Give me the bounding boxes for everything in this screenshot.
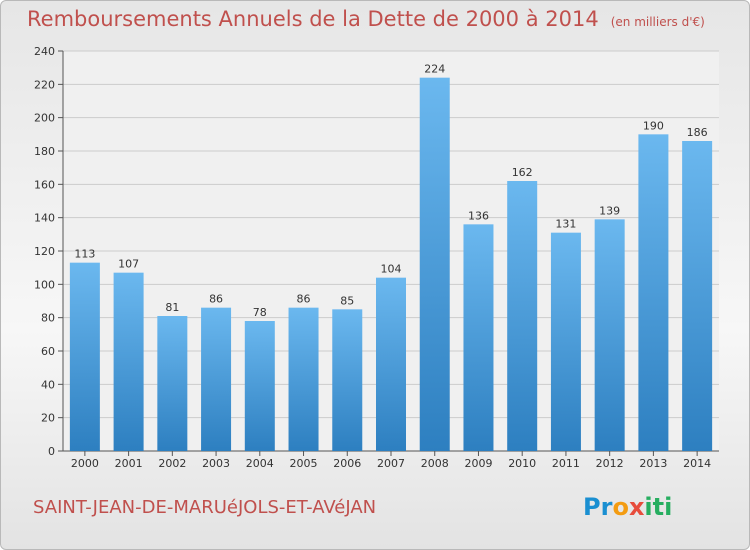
bar-value-label: 131 xyxy=(555,218,576,231)
bar xyxy=(69,262,100,451)
bar xyxy=(244,321,275,451)
x-tick-label: 2005 xyxy=(290,457,318,470)
bar xyxy=(594,219,625,451)
x-tick-label: 2007 xyxy=(377,457,405,470)
bar-value-label: 139 xyxy=(599,204,620,217)
y-tick-label: 60 xyxy=(41,345,55,358)
bar-value-label: 86 xyxy=(297,293,311,306)
x-tick-label: 2011 xyxy=(552,457,580,470)
bar-value-label: 104 xyxy=(381,263,402,276)
y-tick-label: 120 xyxy=(34,245,55,258)
bar-value-label: 186 xyxy=(687,126,708,139)
bar-value-label: 81 xyxy=(165,301,179,314)
x-tick-label: 2010 xyxy=(508,457,536,470)
bar-value-label: 113 xyxy=(74,248,95,261)
bar-value-label: 85 xyxy=(340,294,354,307)
x-tick-label: 2001 xyxy=(115,457,143,470)
chart-title: Remboursements Annuels de la Dette de 20… xyxy=(27,7,705,31)
y-tick-label: 40 xyxy=(41,378,55,391)
x-tick-label: 2002 xyxy=(158,457,186,470)
bar-value-label: 136 xyxy=(468,209,489,222)
bar xyxy=(419,77,450,452)
y-tick-label: 0 xyxy=(48,445,55,458)
y-tick-label: 220 xyxy=(34,78,55,91)
x-tick-label: 2012 xyxy=(596,457,624,470)
bar xyxy=(507,181,538,451)
x-tick-label: 2000 xyxy=(71,457,99,470)
bar-value-label: 86 xyxy=(209,293,223,306)
bar xyxy=(376,277,406,451)
bar-value-label: 224 xyxy=(424,63,445,76)
bar-value-label: 190 xyxy=(643,119,664,132)
bar xyxy=(682,141,713,451)
x-tick-label: 2009 xyxy=(464,457,492,470)
bar xyxy=(550,232,581,451)
y-tick-label: 180 xyxy=(34,145,55,158)
y-tick-label: 100 xyxy=(34,278,55,291)
y-tick-label: 240 xyxy=(34,45,55,58)
x-tick-label: 2008 xyxy=(421,457,449,470)
y-tick-label: 20 xyxy=(41,412,55,425)
y-tick-label: 200 xyxy=(34,112,55,125)
x-tick-label: 2003 xyxy=(202,457,230,470)
bar xyxy=(332,309,363,451)
commune-name: SAINT-JEAN-DE-MARUéJOLS-ET-AVéJAN xyxy=(33,497,377,518)
y-tick-label: 140 xyxy=(34,212,55,225)
chart-title-text: Remboursements Annuels de la Dette de 20… xyxy=(27,7,599,31)
x-tick-label: 2004 xyxy=(246,457,274,470)
x-tick-label: 2013 xyxy=(639,457,667,470)
proxiti-logo: Proxiti xyxy=(583,493,673,521)
bar xyxy=(288,307,319,451)
x-tick-label: 2014 xyxy=(683,457,711,470)
bar-value-label: 107 xyxy=(118,258,139,271)
bar-value-label: 162 xyxy=(512,166,533,179)
bar xyxy=(157,316,188,451)
bar xyxy=(638,134,669,452)
bar xyxy=(113,272,144,451)
bar xyxy=(201,307,232,451)
bar xyxy=(463,224,494,451)
y-tick-label: 80 xyxy=(41,312,55,325)
chart-unit: (en milliers d'€) xyxy=(610,15,705,29)
y-tick-label: 160 xyxy=(34,178,55,191)
x-tick-label: 2006 xyxy=(333,457,361,470)
bar-value-label: 78 xyxy=(253,306,267,319)
